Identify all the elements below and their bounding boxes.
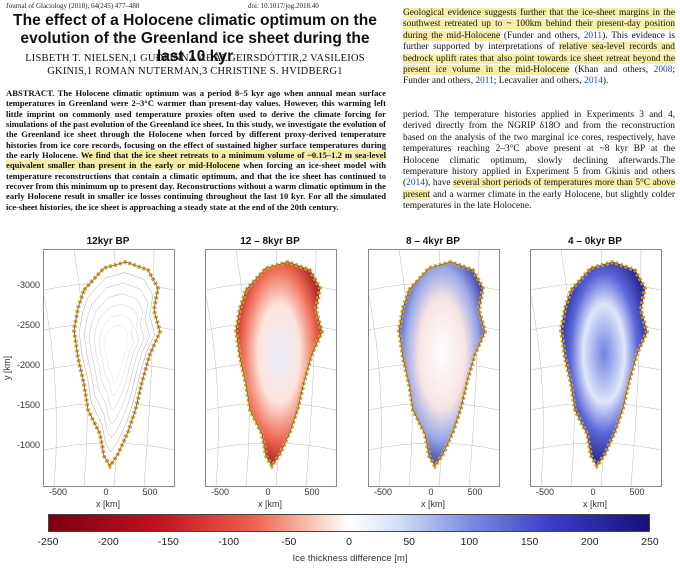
coastline bbox=[398, 261, 486, 467]
graticule-line bbox=[498, 483, 499, 486]
thickness-contour bbox=[88, 293, 145, 425]
colorbar-tick: 50 bbox=[403, 536, 416, 548]
x-tick: 0 bbox=[103, 487, 109, 497]
colorbar-gradient bbox=[48, 514, 650, 532]
y-tick: -2500 bbox=[16, 320, 40, 330]
y-tick: -1000 bbox=[16, 440, 40, 450]
thickness-contour bbox=[94, 304, 140, 411]
abstract-text-1: The Holocene climatic optimum was a peri… bbox=[6, 88, 386, 161]
thickness-contour bbox=[104, 325, 129, 383]
ice-sheet bbox=[561, 262, 647, 466]
graticule-line bbox=[173, 483, 174, 486]
graticule-line bbox=[206, 294, 219, 486]
colorbar bbox=[48, 514, 650, 532]
ice-sheet bbox=[236, 262, 322, 466]
doi-label: doi: 10.1017/jog.2018.40 bbox=[248, 2, 319, 10]
text-run: (Funder and others, bbox=[500, 30, 584, 41]
x-tick: 500 bbox=[142, 487, 158, 497]
colorbar-tick: 200 bbox=[581, 536, 599, 548]
x-axis-label: x [km] bbox=[258, 499, 282, 509]
colorbar-tick: 150 bbox=[520, 536, 539, 548]
x-axis-label: x [km] bbox=[96, 499, 120, 509]
right-paragraph-2: period. The temperature histories applie… bbox=[403, 110, 675, 213]
graticule-line bbox=[44, 294, 57, 486]
citation-link[interactable]: 2014 bbox=[406, 178, 425, 189]
x-tick: 0 bbox=[265, 487, 271, 497]
citation-link[interactable]: 2011 bbox=[475, 76, 494, 87]
citation-link[interactable]: 2011 bbox=[583, 30, 603, 41]
journal-citation: Journal of Glaciology (2018), 64(245) 47… bbox=[6, 2, 140, 10]
x-axis-label: x [km] bbox=[421, 499, 445, 509]
citation-link[interactable]: 2008 bbox=[653, 65, 673, 76]
x-tick: 500 bbox=[467, 487, 483, 497]
colorbar-tick: 0 bbox=[346, 536, 352, 548]
x-tick: -500 bbox=[373, 487, 392, 497]
text-run: ). bbox=[602, 76, 609, 87]
text-run: ; Funder and others, bbox=[403, 65, 675, 87]
graticule-line bbox=[335, 483, 336, 486]
coastline bbox=[235, 261, 323, 467]
thickness-contour bbox=[99, 314, 134, 397]
thickness-contour bbox=[78, 272, 155, 453]
abstract: ABSTRACT. The Holocene climatic optimum … bbox=[6, 88, 386, 212]
right-paragraph-1: Geological evidence suggests further tha… bbox=[403, 8, 675, 88]
paper-title: The effect of a Holocene climatic optimu… bbox=[13, 12, 377, 65]
x-tick: 500 bbox=[629, 487, 645, 497]
y-tick: -3000 bbox=[16, 280, 40, 290]
graticule-line bbox=[531, 294, 544, 486]
graticule-line bbox=[660, 483, 661, 486]
citation-link[interactable]: 2014 bbox=[584, 76, 603, 87]
panel-title-8-4kyr: 8 – 4kyr BP bbox=[406, 236, 460, 247]
text-run: ). This evidence is further supported by… bbox=[403, 30, 675, 53]
colorbar-tick: -200 bbox=[97, 536, 119, 548]
map-panel-8-4kyr bbox=[368, 249, 500, 487]
abstract-text-2: when forcing an ice-sheet model with tem… bbox=[6, 160, 387, 212]
x-axis-label: x [km] bbox=[583, 499, 607, 509]
map-panel-12-8kyr bbox=[205, 249, 337, 487]
colorbar-label: Ice thickness difference [m] bbox=[292, 553, 408, 564]
text-run: (Khan and others, bbox=[569, 65, 654, 76]
map-panel-12kyr bbox=[43, 249, 175, 487]
text-run: period. The temperature histories applie… bbox=[403, 110, 675, 189]
colorbar-tick: -250 bbox=[37, 536, 59, 548]
colorbar-tick: -50 bbox=[281, 536, 297, 548]
ice-sheet bbox=[399, 262, 485, 466]
coastline bbox=[73, 261, 161, 467]
graticule-line bbox=[369, 294, 382, 486]
colorbar-tick: -100 bbox=[218, 536, 240, 548]
thickness-contour bbox=[83, 282, 150, 439]
panel-title-4-0kyr: 4 – 0kyr BP bbox=[568, 236, 622, 247]
x-tick: -500 bbox=[535, 487, 554, 497]
author-list: LISBETH T. NIELSEN,1 GUÐFINNA AÐALGEIRSD… bbox=[25, 53, 365, 77]
text-run: and a warmer climate in the early Holoce… bbox=[403, 189, 675, 212]
y-axis-label: y [km] bbox=[2, 356, 12, 380]
text-run: ), have bbox=[424, 178, 454, 189]
panel-title-12kyr: 12kyr BP bbox=[86, 236, 130, 247]
y-tick: -2000 bbox=[16, 360, 40, 370]
x-tick: -500 bbox=[210, 487, 229, 497]
coastline bbox=[560, 261, 648, 467]
x-tick: -500 bbox=[48, 487, 67, 497]
colorbar-tick: 100 bbox=[460, 536, 479, 548]
colorbar-tick: -150 bbox=[157, 536, 179, 548]
x-tick: 0 bbox=[590, 487, 596, 497]
text-run: ; Lecavalier and others, bbox=[493, 76, 585, 87]
y-tick: -1500 bbox=[16, 400, 40, 410]
map-panel-4-0kyr bbox=[530, 249, 662, 487]
x-tick: 0 bbox=[428, 487, 434, 497]
abstract-label: ABSTRACT. bbox=[6, 88, 55, 98]
x-tick: 500 bbox=[304, 487, 320, 497]
colorbar-tick: 250 bbox=[641, 536, 659, 548]
panel-title-12-8kyr: 12 – 8kyr BP bbox=[240, 236, 300, 247]
